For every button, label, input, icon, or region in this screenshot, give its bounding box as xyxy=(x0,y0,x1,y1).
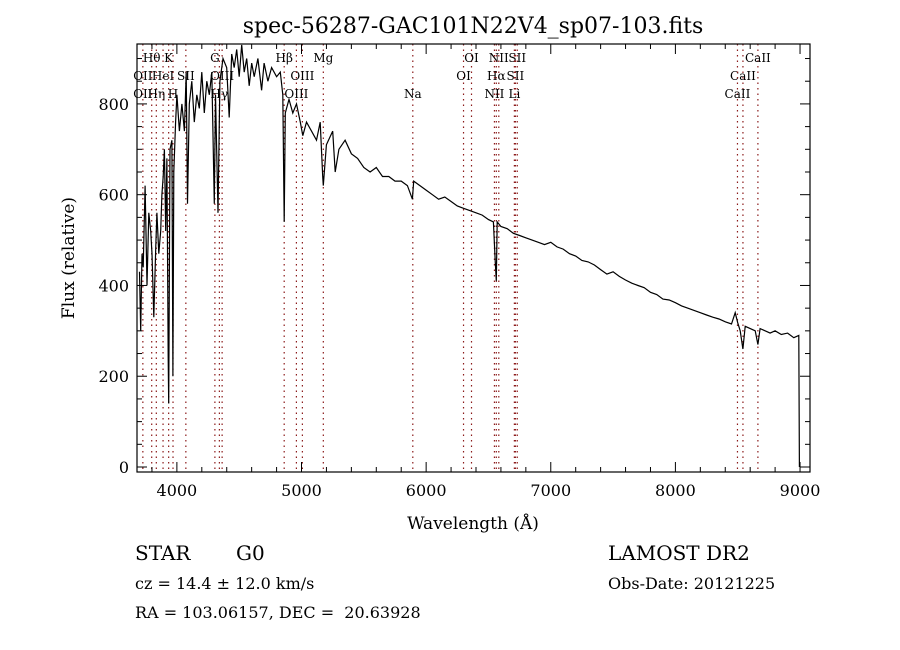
x-tick-label: 5000 xyxy=(281,481,322,500)
x-tick-label: 7000 xyxy=(530,481,571,500)
y-tick-label: 800 xyxy=(98,95,129,114)
line-marker-label: K xyxy=(164,51,174,65)
y-tick-label: 400 xyxy=(98,276,129,295)
line-marker-label: OIII xyxy=(290,69,314,83)
x-tick-label: 4000 xyxy=(157,481,198,500)
y-tick-label: 200 xyxy=(98,367,129,386)
object-class: STAR xyxy=(135,541,191,565)
line-marker-label: Na xyxy=(404,87,422,101)
line-marker-label: NII xyxy=(484,87,504,101)
x-tick-label: 9000 xyxy=(780,481,821,500)
line-marker-label: OI xyxy=(464,51,479,65)
line-marker-label: CaII xyxy=(730,69,756,83)
redshift-text: cz = 14.4 ± 12.0 km/s xyxy=(135,574,315,593)
line-marker-label: G xyxy=(210,51,220,65)
line-marker-label: Hθ xyxy=(143,51,161,65)
line-marker-label: Hβ xyxy=(275,51,292,65)
line-marker-label: Li xyxy=(508,87,520,101)
coordinates-text: RA = 103.06157, DEC = 20.63928 xyxy=(135,603,421,622)
line-marker-label: Hα xyxy=(487,69,506,83)
obs-date-text: Obs-Date: 20121225 xyxy=(608,574,776,593)
line-marker-label: OIII xyxy=(284,87,308,101)
survey-name: LAMOST DR2 xyxy=(608,541,750,565)
line-marker-label: SII xyxy=(508,51,526,65)
y-tick-label: 600 xyxy=(98,186,129,205)
y-tick-label: 0 xyxy=(119,458,129,477)
line-marker-label: H xyxy=(168,87,178,101)
line-marker-label: OI xyxy=(456,69,471,83)
line-marker-label: SII xyxy=(507,69,525,83)
line-marker-label: CaII xyxy=(725,87,751,101)
line-marker-label: OII xyxy=(133,87,153,101)
line-marker-label: CaII xyxy=(745,51,771,65)
object-subclass: G0 xyxy=(236,541,265,565)
x-tick-label: 8000 xyxy=(655,481,696,500)
spectrum-line xyxy=(138,44,801,468)
line-marker-label: NII xyxy=(489,51,509,65)
x-tick-label: 6000 xyxy=(406,481,447,500)
y-axis-label: Flux (relative) xyxy=(59,197,79,319)
line-marker-label: Hη xyxy=(147,87,165,101)
chart-title: spec-56287-GAC101N22V4_sp07-103.fits xyxy=(243,14,704,39)
line-marker-label: OII xyxy=(133,69,153,83)
line-marker-label: HeI xyxy=(152,69,175,83)
x-axis-label: Wavelength (Å) xyxy=(407,513,539,534)
line-marker-label: OIII xyxy=(210,69,234,83)
axis-ticks: 4000 5000 6000 7000 8000 9000 0 200 400 600 800 xyxy=(98,44,820,500)
line-marker-label: Mg xyxy=(313,51,333,65)
plot-frame xyxy=(136,43,811,473)
